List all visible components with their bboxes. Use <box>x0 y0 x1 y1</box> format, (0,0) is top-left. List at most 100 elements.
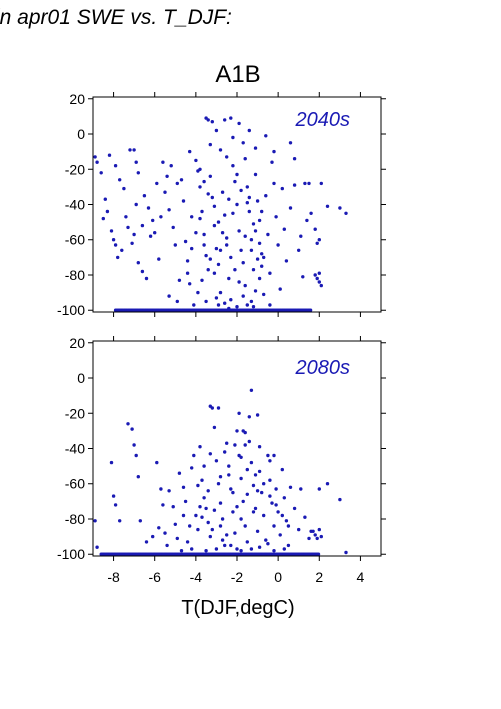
data-point-2080s <box>255 413 260 417</box>
data-point-2080s <box>262 482 266 486</box>
data-point-2040s <box>231 135 235 140</box>
y-tick-label: -40 <box>65 197 85 213</box>
data-point-2040s <box>305 218 309 223</box>
data-point-2040s <box>204 253 208 258</box>
data-point-2040s <box>148 234 153 238</box>
data-point-2080s <box>132 443 136 447</box>
data-point-2040s <box>247 195 251 200</box>
data-point-2040s <box>251 305 256 309</box>
data-point-2040s <box>272 181 276 186</box>
data-point-2080s <box>204 506 208 511</box>
data-point-2040s <box>134 202 138 207</box>
data-point-2080s <box>237 411 241 415</box>
data-point-2080s <box>155 460 159 465</box>
data-point-2080s <box>257 545 262 549</box>
data-point-2040s <box>243 283 247 288</box>
data-point-2080s <box>303 515 307 519</box>
data-point-2040s <box>103 197 108 201</box>
data-point-2040s <box>190 246 194 251</box>
data-point-2040s <box>313 273 317 277</box>
data-point-2040s <box>198 216 202 221</box>
data-point-2040s <box>262 292 266 297</box>
data-point-2040s <box>255 257 260 261</box>
y-tick-label: -40 <box>65 441 85 457</box>
data-point-2080s <box>130 427 134 431</box>
data-point-2040s <box>175 181 179 186</box>
data-point-2040s <box>204 299 208 304</box>
data-point-2080s <box>266 453 270 458</box>
data-point-2040s <box>308 308 313 312</box>
data-point-2040s <box>113 164 118 168</box>
data-point-2040s <box>202 243 206 247</box>
data-point-2080s <box>233 531 237 535</box>
data-point-2040s <box>214 246 219 251</box>
data-point-2040s <box>146 206 151 210</box>
data-point-2080s <box>109 460 114 465</box>
data-point-2080s <box>225 533 229 537</box>
data-point-2040s <box>142 194 147 198</box>
data-point-2040s <box>210 120 214 124</box>
y-tick-label: -80 <box>65 267 85 283</box>
data-point-2040s <box>206 118 210 122</box>
data-point-2080s <box>192 453 196 458</box>
data-point-2080s <box>253 473 258 477</box>
data-point-2080s <box>202 464 206 468</box>
data-point-2080s <box>190 466 194 470</box>
data-point-2040s <box>297 248 301 252</box>
data-point-2080s <box>239 517 243 521</box>
panel-2040s: 20 0 -20 -40 -60 -80 -100 2040s <box>57 91 386 318</box>
data-point-2040s <box>253 146 258 150</box>
data-point-2040s <box>179 178 184 182</box>
data-point-2080s <box>257 445 262 449</box>
data-point-2080s <box>181 485 186 489</box>
data-point-2040s <box>227 276 231 281</box>
data-point-2080s <box>231 490 235 495</box>
data-point-2040s <box>317 238 321 242</box>
data-point-2080s <box>319 534 323 539</box>
data-point-2080s <box>194 513 198 518</box>
data-point-2040s <box>95 160 99 164</box>
data-point-2080s <box>307 536 311 541</box>
data-point-2040s <box>216 220 221 224</box>
data-point-2040s <box>270 160 274 164</box>
data-point-2040s <box>229 298 233 302</box>
data-point-2040s <box>307 181 311 186</box>
data-point-2080s <box>270 501 274 505</box>
data-point-2080s <box>218 524 223 528</box>
data-point-2040s <box>214 296 219 300</box>
data-point-2080s <box>188 524 192 528</box>
data-point-2040s <box>109 229 114 233</box>
data-point-2080s <box>239 455 243 459</box>
data-point-2080s <box>239 476 243 481</box>
data-point-2080s <box>177 471 182 475</box>
data-point-2040s <box>116 255 120 260</box>
data-point-2080s <box>245 492 249 496</box>
data-point-2080s <box>229 487 233 491</box>
ticks-2040s: 20 0 -20 -40 -60 -80 -100 <box>57 91 386 318</box>
data-point-2080s <box>167 489 171 493</box>
data-point-2080s <box>220 538 225 542</box>
data-point-2040s <box>165 174 169 178</box>
data-point-2040s <box>249 299 254 304</box>
data-point-2080s <box>243 430 247 435</box>
y-tick-label: -100 <box>57 302 85 318</box>
data-point-2040s <box>167 294 171 298</box>
y-tick-label: 0 <box>77 126 85 142</box>
data-point-2040s <box>218 290 223 295</box>
data-point-2080s <box>157 526 161 530</box>
data-point-2080s <box>247 439 251 444</box>
data-point-2080s <box>274 487 278 491</box>
data-point-2040s <box>264 134 268 138</box>
data-point-2080s <box>181 513 186 518</box>
data-point-2040s <box>299 234 303 238</box>
data-point-2080s <box>338 497 342 502</box>
y-tick-label: -60 <box>65 476 85 492</box>
data-point-2040s <box>292 183 297 187</box>
data-point-2080s <box>255 489 260 493</box>
data-point-2080s <box>163 531 167 535</box>
data-point-2040s <box>208 257 212 261</box>
data-point-2080s <box>214 459 219 463</box>
data-point-2080s <box>249 547 254 551</box>
data-point-2080s <box>268 459 272 463</box>
data-point-2080s <box>299 487 303 491</box>
